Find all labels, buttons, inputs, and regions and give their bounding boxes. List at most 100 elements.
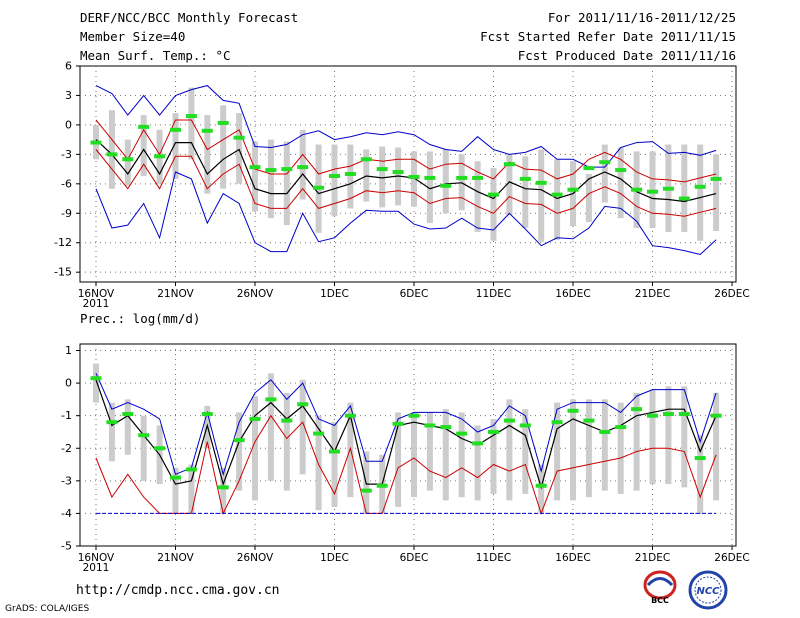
observation-marker xyxy=(344,172,356,176)
observation-marker xyxy=(90,140,102,145)
spread-bar xyxy=(490,168,497,241)
spread-bar xyxy=(379,146,386,208)
observation-marker xyxy=(138,433,150,438)
y-tick-label: 1 xyxy=(65,344,72,357)
x-tick-label: 6DEC xyxy=(400,552,429,564)
spread-bar xyxy=(617,402,624,494)
spread-bar xyxy=(554,159,561,240)
precipitation-panel: 1 0 -1 -2 -3 -4 -5 16NOV 21NOV 26NOV 1DEC 6DEC 11DEC… xyxy=(61,343,750,574)
observation-marker xyxy=(551,192,563,197)
observation-marker xyxy=(599,160,611,165)
x-tick-label: 16NOV xyxy=(78,288,115,300)
observation-marker xyxy=(678,196,690,201)
spread-bar xyxy=(172,113,179,179)
spread-bar xyxy=(283,141,290,226)
x-tick-label: 21NOV xyxy=(157,288,194,300)
observation-marker xyxy=(488,429,499,434)
spread-bar xyxy=(426,412,433,491)
observation-marker xyxy=(551,420,563,425)
observation-marker xyxy=(249,165,261,170)
observation-marker xyxy=(408,174,420,179)
observation-marker xyxy=(583,418,595,423)
observation-marker xyxy=(599,429,611,434)
spread-bar xyxy=(140,415,147,481)
observation-marker xyxy=(154,154,166,159)
observation-marker xyxy=(503,418,515,423)
spread-bar xyxy=(474,161,481,232)
spread-bar xyxy=(220,105,227,189)
x-tick-label: 16NOV xyxy=(78,552,115,564)
observation-marker xyxy=(376,483,388,488)
observation-marker xyxy=(535,180,547,185)
y-tick-label: -1 xyxy=(61,409,72,422)
spread-bar xyxy=(713,154,720,231)
y-tick-label: -2 xyxy=(61,442,72,455)
spread-bar xyxy=(426,151,433,224)
spread-bar xyxy=(681,386,688,488)
spread-bar xyxy=(108,402,115,462)
observation-marker xyxy=(424,175,436,180)
x-tick-label: 1DEC xyxy=(320,288,349,300)
spread-bar xyxy=(204,115,211,194)
observation-marker xyxy=(360,157,372,162)
y-tick-label: -15 xyxy=(54,266,72,279)
spread-bar xyxy=(188,464,195,514)
lower-quantile-line xyxy=(95,414,717,515)
observation-marker xyxy=(360,488,372,493)
spread-bar xyxy=(506,399,513,501)
x-tick-label: 6DEC xyxy=(400,288,429,300)
observation-marker xyxy=(329,173,340,178)
spread-bar xyxy=(490,418,497,494)
grads-credit: GrADS: COLA/IGES xyxy=(5,604,90,614)
observation-marker xyxy=(297,402,309,407)
observation-marker xyxy=(440,183,452,188)
spread-bar xyxy=(649,389,656,485)
observation-marker xyxy=(710,413,722,418)
spread-bar xyxy=(665,386,672,485)
plot-frame xyxy=(79,343,737,547)
spread-bar xyxy=(283,392,290,491)
spread-bar xyxy=(522,156,529,228)
spread-bar xyxy=(570,399,576,501)
x-tick-label: 11DEC xyxy=(476,552,511,564)
observation-marker xyxy=(408,413,420,418)
spread-bar xyxy=(411,412,417,498)
y-tick-label: -3 xyxy=(61,148,72,161)
spread-bar xyxy=(252,396,258,501)
spread-bar xyxy=(713,392,720,501)
x-tick-label: 21NOV xyxy=(157,552,194,564)
ncc-logo: NCC xyxy=(684,570,732,614)
y-tick-label: -9 xyxy=(61,207,72,220)
observation-marker xyxy=(281,418,293,423)
observation-marker xyxy=(647,189,658,194)
spread-bar xyxy=(299,129,306,200)
forecast-produced-date: Fcst Produced Date 2011/11/16 xyxy=(517,48,736,63)
observation-marker xyxy=(662,186,674,191)
x-tick-label: 16DEC xyxy=(555,288,590,300)
spread-bar xyxy=(554,402,561,501)
observation-marker xyxy=(424,423,436,428)
observation-marker xyxy=(185,114,197,119)
y-tick-label: 3 xyxy=(65,89,72,102)
lower-envelope-line xyxy=(95,171,717,256)
spread-bar xyxy=(585,174,592,223)
y-tick-label: 0 xyxy=(65,377,72,390)
observation-marker xyxy=(201,412,213,417)
observation-marker xyxy=(647,413,658,418)
observation-marker xyxy=(90,376,102,381)
observation-marker xyxy=(154,446,166,451)
spread-bar xyxy=(633,392,640,491)
observation-marker xyxy=(201,128,213,133)
observation-marker xyxy=(281,167,293,172)
spread-bar xyxy=(442,149,449,214)
spread-bar xyxy=(267,139,274,219)
y-tick-label: -6 xyxy=(61,177,72,190)
observation-marker xyxy=(217,120,229,125)
x-tick-label: 21DEC xyxy=(635,288,670,300)
observation-marker xyxy=(472,441,484,446)
y-tick-label: -3 xyxy=(61,474,72,487)
observation-marker xyxy=(694,184,706,189)
spread-bar xyxy=(299,379,306,475)
observation-marker xyxy=(519,176,531,181)
spread-bar xyxy=(267,373,274,481)
